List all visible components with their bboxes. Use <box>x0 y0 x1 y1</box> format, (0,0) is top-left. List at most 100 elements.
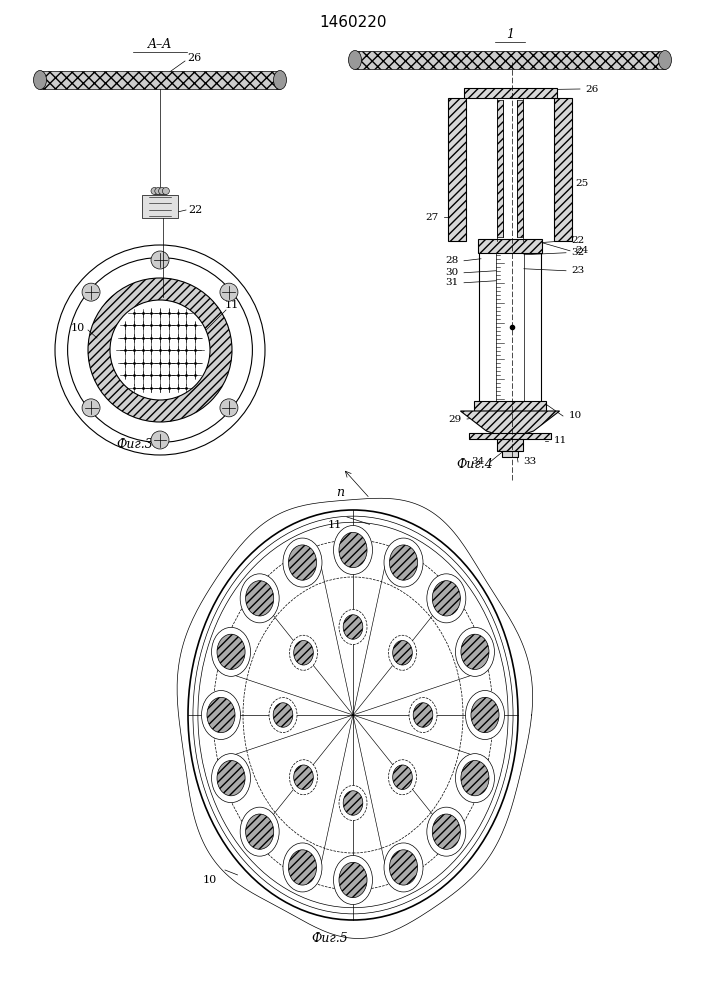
Text: 11: 11 <box>225 300 239 310</box>
Ellipse shape <box>289 635 317 670</box>
Ellipse shape <box>245 814 274 849</box>
Ellipse shape <box>151 188 158 194</box>
Text: n: n <box>336 486 344 498</box>
Ellipse shape <box>82 399 100 417</box>
Ellipse shape <box>389 760 416 795</box>
Ellipse shape <box>432 581 460 616</box>
Ellipse shape <box>343 791 363 815</box>
Ellipse shape <box>217 634 245 669</box>
Ellipse shape <box>293 641 313 665</box>
Bar <box>355 51 665 69</box>
Text: 10: 10 <box>568 411 582 420</box>
Text: 26: 26 <box>585 85 599 94</box>
Ellipse shape <box>217 761 245 796</box>
Ellipse shape <box>240 574 279 623</box>
Ellipse shape <box>245 581 274 616</box>
Ellipse shape <box>339 862 367 898</box>
Bar <box>469 433 551 439</box>
Bar <box>497 439 523 451</box>
Ellipse shape <box>288 545 317 580</box>
Ellipse shape <box>220 399 238 417</box>
Text: 10: 10 <box>203 875 217 885</box>
Ellipse shape <box>389 635 416 670</box>
Ellipse shape <box>392 765 412 789</box>
Text: 33: 33 <box>523 458 537 466</box>
Ellipse shape <box>339 609 367 645</box>
Ellipse shape <box>211 627 250 676</box>
Ellipse shape <box>465 691 505 740</box>
Ellipse shape <box>461 634 489 669</box>
Ellipse shape <box>163 188 170 194</box>
Ellipse shape <box>220 283 238 301</box>
Text: 10: 10 <box>71 323 85 333</box>
Ellipse shape <box>283 538 322 587</box>
Ellipse shape <box>151 431 169 449</box>
Ellipse shape <box>288 850 317 885</box>
Ellipse shape <box>33 70 47 90</box>
Ellipse shape <box>343 615 363 639</box>
Text: Фиг.4: Фиг.4 <box>457 458 493 472</box>
Ellipse shape <box>471 697 499 733</box>
Polygon shape <box>460 411 560 435</box>
Ellipse shape <box>289 760 317 795</box>
Text: 34: 34 <box>472 458 484 466</box>
Bar <box>517 100 523 237</box>
Ellipse shape <box>658 50 672 70</box>
Bar <box>502 451 518 457</box>
Ellipse shape <box>88 278 232 422</box>
Ellipse shape <box>339 532 367 568</box>
Ellipse shape <box>427 807 466 856</box>
Ellipse shape <box>273 703 293 727</box>
Text: Фиг.3: Фиг.3 <box>117 438 153 452</box>
Text: 29: 29 <box>448 414 462 424</box>
Text: 31: 31 <box>445 278 459 287</box>
Ellipse shape <box>201 690 240 740</box>
Text: 11: 11 <box>328 520 342 530</box>
Text: 22: 22 <box>571 236 585 245</box>
Text: 28: 28 <box>445 256 459 265</box>
Text: 30: 30 <box>445 268 459 277</box>
Bar <box>142 195 178 218</box>
Bar <box>448 98 466 241</box>
Ellipse shape <box>151 251 169 269</box>
Ellipse shape <box>413 703 433 727</box>
Text: 1460220: 1460220 <box>320 15 387 30</box>
Ellipse shape <box>409 698 437 732</box>
Ellipse shape <box>269 698 297 732</box>
Ellipse shape <box>390 850 418 885</box>
Ellipse shape <box>82 283 100 301</box>
Ellipse shape <box>110 300 210 400</box>
Text: 26: 26 <box>187 53 201 63</box>
Text: 11: 11 <box>554 436 566 445</box>
Text: 23: 23 <box>571 266 585 275</box>
Ellipse shape <box>207 697 235 733</box>
Ellipse shape <box>334 526 373 574</box>
Bar <box>478 239 542 253</box>
Ellipse shape <box>334 856 373 904</box>
Ellipse shape <box>274 70 286 90</box>
Bar <box>40 71 280 89</box>
Bar <box>474 401 546 411</box>
Bar <box>554 98 572 241</box>
Bar <box>464 88 556 98</box>
Ellipse shape <box>384 538 423 587</box>
Ellipse shape <box>155 188 162 194</box>
Text: 25: 25 <box>575 179 589 188</box>
Bar <box>497 100 503 237</box>
Bar <box>154 191 166 194</box>
Text: Фиг.5: Фиг.5 <box>312 932 349 944</box>
Text: 1: 1 <box>506 28 514 41</box>
Text: 22: 22 <box>188 205 202 215</box>
Ellipse shape <box>461 761 489 796</box>
Text: 27: 27 <box>426 213 438 222</box>
Ellipse shape <box>349 50 361 70</box>
Ellipse shape <box>390 545 418 580</box>
Ellipse shape <box>427 574 466 623</box>
Ellipse shape <box>211 754 250 803</box>
Text: A–A: A–A <box>148 38 172 51</box>
Ellipse shape <box>283 843 322 892</box>
Ellipse shape <box>384 843 423 892</box>
Ellipse shape <box>293 765 313 789</box>
Ellipse shape <box>339 786 367 820</box>
Ellipse shape <box>240 807 279 856</box>
